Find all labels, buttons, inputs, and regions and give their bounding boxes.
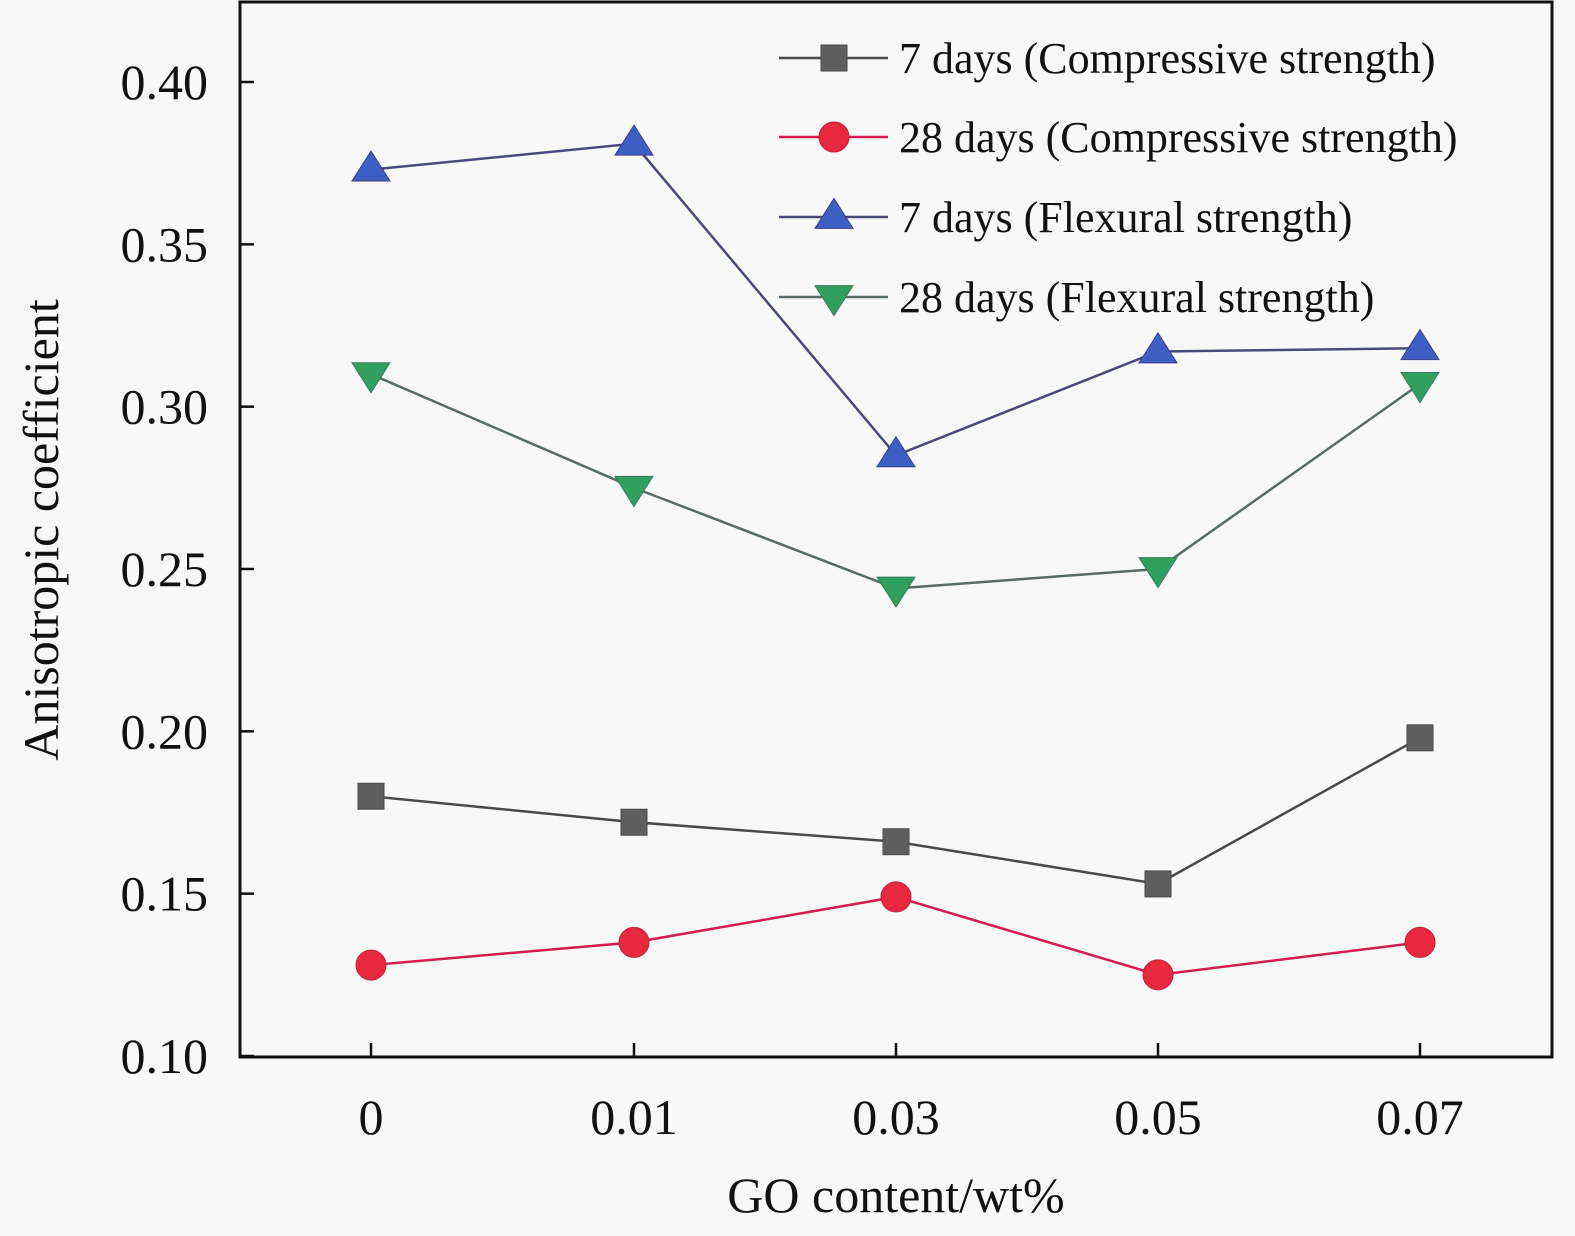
data-point <box>1404 926 1436 958</box>
legend-marker-triangle-up <box>814 197 854 229</box>
data-point <box>1400 328 1440 361</box>
series-4 <box>351 362 1440 609</box>
x-tick-label: 0.05 <box>1114 1089 1202 1145</box>
data-point <box>620 808 648 836</box>
legend-item: 28 days (Compressive strength) <box>779 113 1457 162</box>
data-point <box>614 124 654 156</box>
y-tick-label: 0.25 <box>121 541 209 597</box>
series-line <box>370 736 1421 886</box>
legend-item: 28 days (Flexural strength) <box>779 273 1374 322</box>
series-1 <box>357 724 1434 898</box>
data-point <box>351 362 391 394</box>
legend-label: 7 days (Compressive strength) <box>899 34 1435 83</box>
data-point <box>1144 870 1172 898</box>
y-tick-label: 0.30 <box>121 379 209 435</box>
legend-item: 7 days (Flexural strength) <box>779 193 1352 242</box>
x-tick-label: 0 <box>359 1089 384 1145</box>
data-point <box>1400 372 1440 404</box>
legend-marker-square <box>820 44 848 72</box>
y-tick-label: 0.40 <box>121 54 209 110</box>
x-axis: 0 0.01 0.03 0.05 0.07 <box>359 1043 1464 1145</box>
data-point <box>1406 724 1434 752</box>
y-tick-label: 0.35 <box>121 216 209 272</box>
y-axis: 0.10 0.15 0.20 0.25 0.30 0.35 0.40 <box>121 54 254 1084</box>
x-tick-label: 0.07 <box>1376 1089 1464 1145</box>
data-point <box>876 435 916 468</box>
data-point <box>357 782 385 810</box>
series-2 <box>355 881 1436 991</box>
data-point <box>614 475 654 508</box>
legend-label: 28 days (Compressive strength) <box>899 113 1457 162</box>
x-axis-title: GO content/wt% <box>727 1167 1064 1223</box>
y-tick-label: 0.15 <box>121 866 209 922</box>
data-point <box>882 828 910 856</box>
data-point <box>880 881 912 913</box>
y-tick-label: 0.20 <box>121 703 209 759</box>
data-point <box>618 926 650 958</box>
legend-label: 28 days (Flexural strength) <box>899 273 1374 322</box>
data-point <box>351 150 391 182</box>
series-layer <box>351 124 1440 991</box>
legend-marker-circle <box>818 121 850 153</box>
data-point <box>1138 557 1178 589</box>
legend-label: 7 days (Flexural strength) <box>899 193 1352 242</box>
legend: 7 days (Compressive strength) 28 days (Co… <box>779 34 1457 322</box>
x-tick-label: 0.01 <box>590 1089 678 1145</box>
x-tick-label: 0.03 <box>852 1089 940 1145</box>
data-point <box>1142 959 1174 991</box>
legend-marker-triangle-down <box>814 285 854 317</box>
data-point <box>355 949 387 981</box>
data-point <box>1138 331 1178 364</box>
series-line <box>370 373 1421 590</box>
data-point <box>876 576 916 609</box>
y-tick-label: 0.10 <box>121 1028 209 1084</box>
series-3 <box>351 124 1440 468</box>
legend-item: 7 days (Compressive strength) <box>779 34 1435 83</box>
y-axis-title: Anisotropic coefficient <box>13 299 69 761</box>
